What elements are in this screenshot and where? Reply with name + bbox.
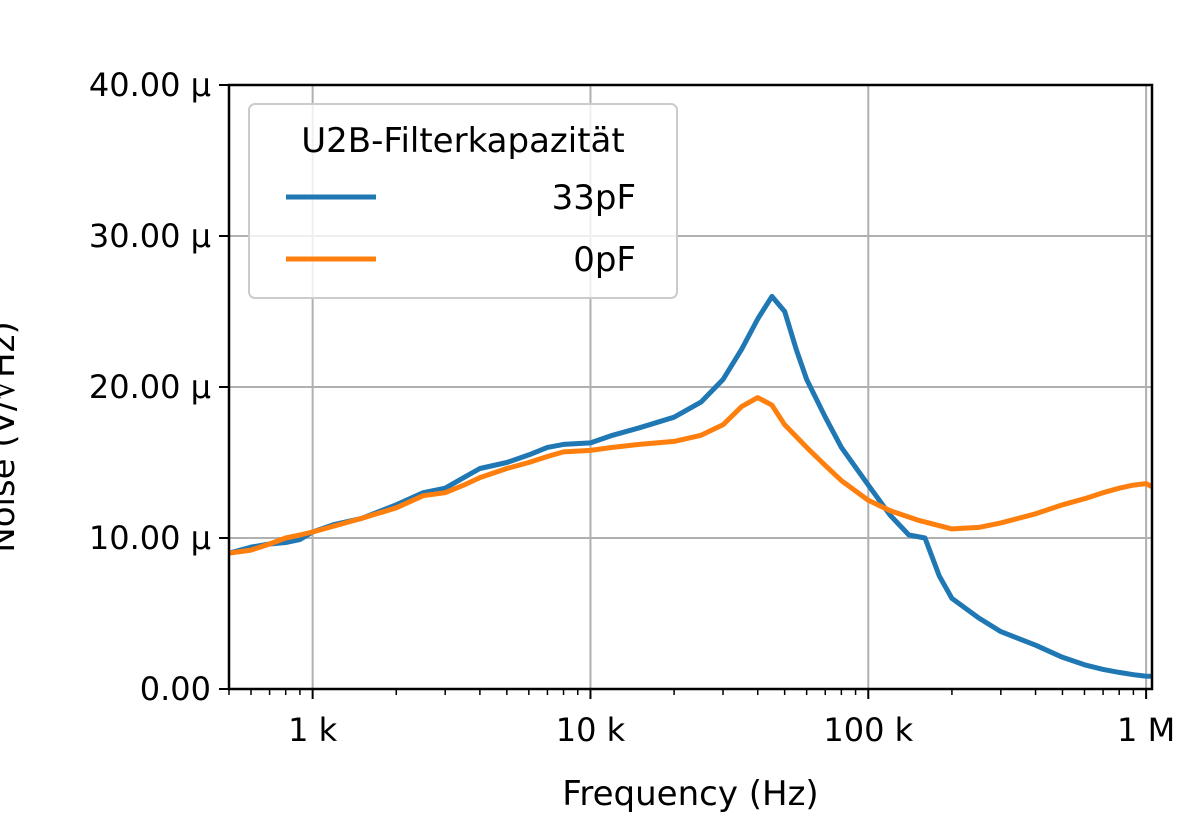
y-tick-label: 30.00 µ — [89, 217, 211, 255]
legend-box — [248, 103, 678, 299]
legend-label-0: 33pF — [552, 178, 636, 218]
series-line-0 — [228, 293, 1152, 679]
x-tick-label: 10 k — [556, 711, 626, 749]
x-tick-label: 1 k — [288, 711, 338, 749]
legend-entries: 33pF 0pF — [286, 178, 636, 280]
series-line-1 — [228, 395, 1154, 556]
y-axis-label: Noise (V/√Hz) — [0, 321, 23, 552]
y-tick-label: 40.00 µ — [89, 66, 211, 104]
y-tick-label: 20.00 µ — [89, 368, 211, 406]
series-lines — [228, 293, 1154, 679]
y-tick-label: 0.00 — [140, 670, 211, 708]
x-tick-label: 1 M — [1117, 711, 1175, 749]
y-tick-label: 10.00 µ — [89, 519, 211, 557]
legend: U2B-Filterkapazität 33pF 0pF — [248, 103, 678, 299]
axis-ticks: 1 k 10 k 100 k 1 M 0.00 10.00 µ 20.00 µ 30.00 µ… — [89, 66, 1175, 749]
x-axis-label: Frequency (Hz) — [562, 774, 818, 814]
legend-title: U2B-Filterkapazität — [301, 121, 624, 161]
legend-label-1: 0pF — [573, 240, 636, 280]
x-tick-label: 100 k — [823, 711, 913, 749]
